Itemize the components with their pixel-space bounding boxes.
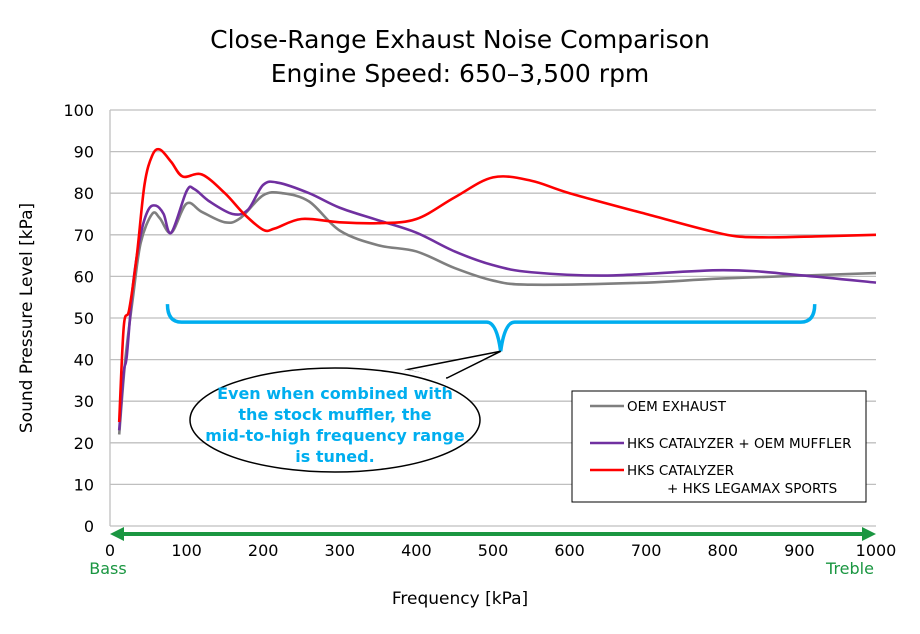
y-tick-label: 10 <box>74 475 94 494</box>
x-tick-label: 900 <box>784 541 815 560</box>
treble-label: Treble <box>825 559 874 578</box>
callout-text: mid-to-high frequency range <box>205 426 465 445</box>
x-tick-label: 500 <box>478 541 509 560</box>
series-line-1 <box>117 180 877 431</box>
y-tick-label: 100 <box>63 101 94 120</box>
callout-text: the stock muffler, the <box>238 405 431 424</box>
y-tick-label: 90 <box>74 143 94 162</box>
x-tick-label: 100 <box>171 541 202 560</box>
y-tick-label: 0 <box>84 517 94 536</box>
arrow-left-icon <box>110 527 124 541</box>
x-tick-label: 300 <box>325 541 356 560</box>
x-tick-label: 800 <box>708 541 739 560</box>
x-tick-label: 0 <box>105 541 115 560</box>
legend-label: HKS CATALYZER + OEM MUFFLER <box>627 436 852 452</box>
y-tick-label: 50 <box>74 309 94 328</box>
callout-bubble <box>189 367 481 473</box>
chart-title-line1: Close-Range Exhaust Noise Comparison <box>210 25 710 54</box>
y-tick-label: 30 <box>74 392 94 411</box>
y-tick-label: 60 <box>74 267 94 286</box>
y-tick-label: 40 <box>74 351 94 370</box>
bass-label: Bass <box>89 559 126 578</box>
x-axis-label: Frequency [kPa] <box>392 589 528 609</box>
x-tick-label: 200 <box>248 541 279 560</box>
callout-joint <box>404 369 447 380</box>
chart-title-line2: Engine Speed: 650–3,500 rpm <box>271 59 650 88</box>
series-line-0 <box>117 190 877 435</box>
series-line-2 <box>117 147 877 423</box>
x-tick-label: 700 <box>631 541 662 560</box>
callout-text: is tuned. <box>295 447 374 466</box>
y-tick-label: 70 <box>74 226 94 245</box>
y-tick-label: 80 <box>74 184 94 203</box>
range-bracket <box>165 304 817 352</box>
legend-label-cont: + HKS LEGAMAX SPORTS <box>667 481 837 497</box>
y-axis-label: Sound Pressure Level [kPa] <box>17 203 37 433</box>
legend-label: HKS CATALYZER <box>627 463 734 479</box>
y-tick-label: 20 <box>74 434 94 453</box>
x-tick-label: 600 <box>554 541 585 560</box>
legend-label: OEM EXHAUST <box>627 399 727 415</box>
x-tick-label: 1000 <box>856 541 897 560</box>
callout-text: Even when combined with <box>217 384 453 403</box>
arrow-right-icon <box>862 527 876 541</box>
x-tick-label: 400 <box>401 541 432 560</box>
legend <box>571 390 867 503</box>
